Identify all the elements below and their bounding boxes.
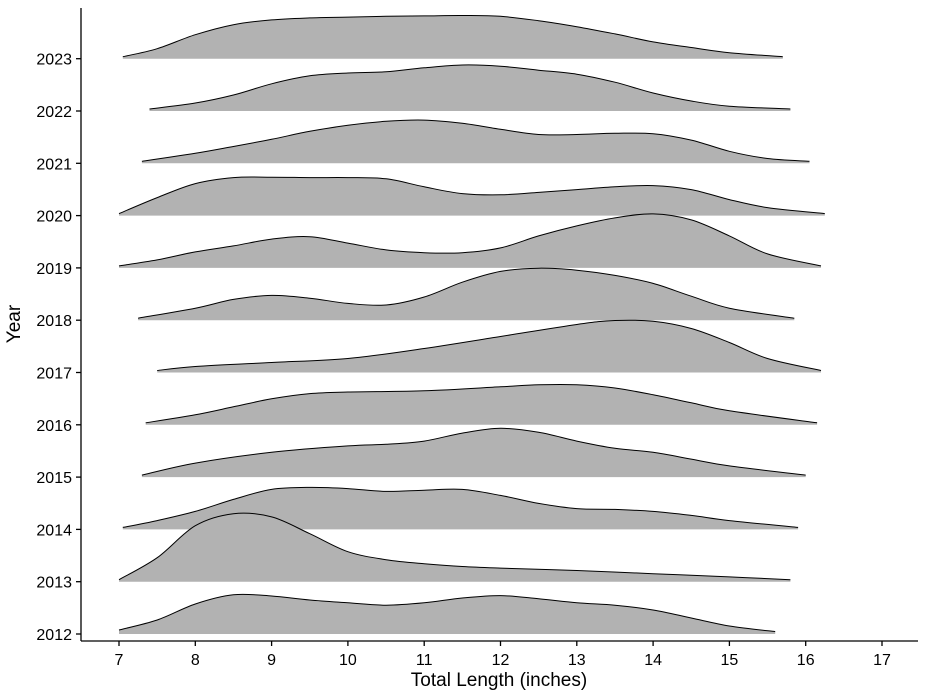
ridge-fill-2019	[119, 213, 821, 268]
y-tick-label-2018: 2018	[36, 313, 72, 330]
ridge-fill-2022	[149, 64, 791, 111]
x-ticks: 7 8 9 10 11 12 13 14 15 16 17	[115, 641, 891, 669]
y-tick-label-2022: 2022	[36, 104, 72, 121]
x-tick-label-16: 16	[797, 652, 815, 669]
y-tick-label-2020: 2020	[36, 209, 72, 226]
x-tick-label-8: 8	[191, 652, 200, 669]
ridge-line-2013	[118, 512, 791, 581]
ridge-line-2012	[118, 593, 776, 633]
x-tick-label-12: 12	[492, 652, 510, 669]
x-tick-label-15: 15	[721, 652, 739, 669]
y-ticks: 2012 2013 2014 2015 2016 2017 2018 2019 2020 2021…	[36, 52, 81, 644]
x-tick-label-7: 7	[115, 652, 124, 669]
y-tick-label-2023: 2023	[36, 52, 72, 69]
x-tick-label-9: 9	[267, 652, 276, 669]
ridge-line-2015	[141, 427, 806, 476]
x-tick-label-10: 10	[339, 652, 357, 669]
ridge-line-2020	[118, 176, 825, 215]
ridge-line-2017	[157, 319, 822, 371]
x-tick-label-17: 17	[873, 652, 891, 669]
ridge-line-2023	[122, 14, 783, 58]
ridge-fill-2014	[122, 487, 799, 530]
x-tick-label-13: 13	[568, 652, 586, 669]
y-tick-label-2021: 2021	[36, 156, 72, 173]
y-tick-label-2016: 2016	[36, 418, 72, 435]
ridge-line-2022	[149, 64, 791, 110]
y-tick-label-2013: 2013	[36, 575, 72, 592]
ridge-fill-2021	[141, 120, 810, 164]
x-tick-label-11: 11	[416, 652, 433, 669]
ridge-fill-2020	[119, 176, 825, 216]
ridge-fill-2018	[138, 268, 795, 321]
y-tick-label-2012: 2012	[36, 627, 72, 644]
y-tick-label-2015: 2015	[36, 470, 72, 487]
x-axis-title: Total Length (inches)	[411, 670, 587, 691]
ridge-line-2016	[145, 384, 818, 424]
ridge-fill-2017	[157, 320, 821, 373]
ridge-fill-2013	[119, 513, 791, 582]
ridge-line-2014	[122, 486, 799, 528]
ridge-fill-2023	[122, 15, 783, 59]
ridge-line-2018	[138, 267, 795, 319]
ridge-fill-2012	[119, 594, 776, 634]
ridge-fill-2015	[141, 428, 806, 478]
ridges-layer	[118, 14, 825, 634]
ridge-line-2021	[141, 119, 810, 162]
ridge-line-2019	[118, 213, 822, 267]
ridge-fill-2016	[145, 384, 818, 425]
y-axis-title: Year	[4, 304, 25, 343]
x-tick-label-14: 14	[644, 652, 662, 669]
y-tick-label-2017: 2017	[36, 366, 72, 383]
y-tick-label-2019: 2019	[36, 261, 72, 278]
y-tick-label-2014: 2014	[36, 522, 72, 539]
